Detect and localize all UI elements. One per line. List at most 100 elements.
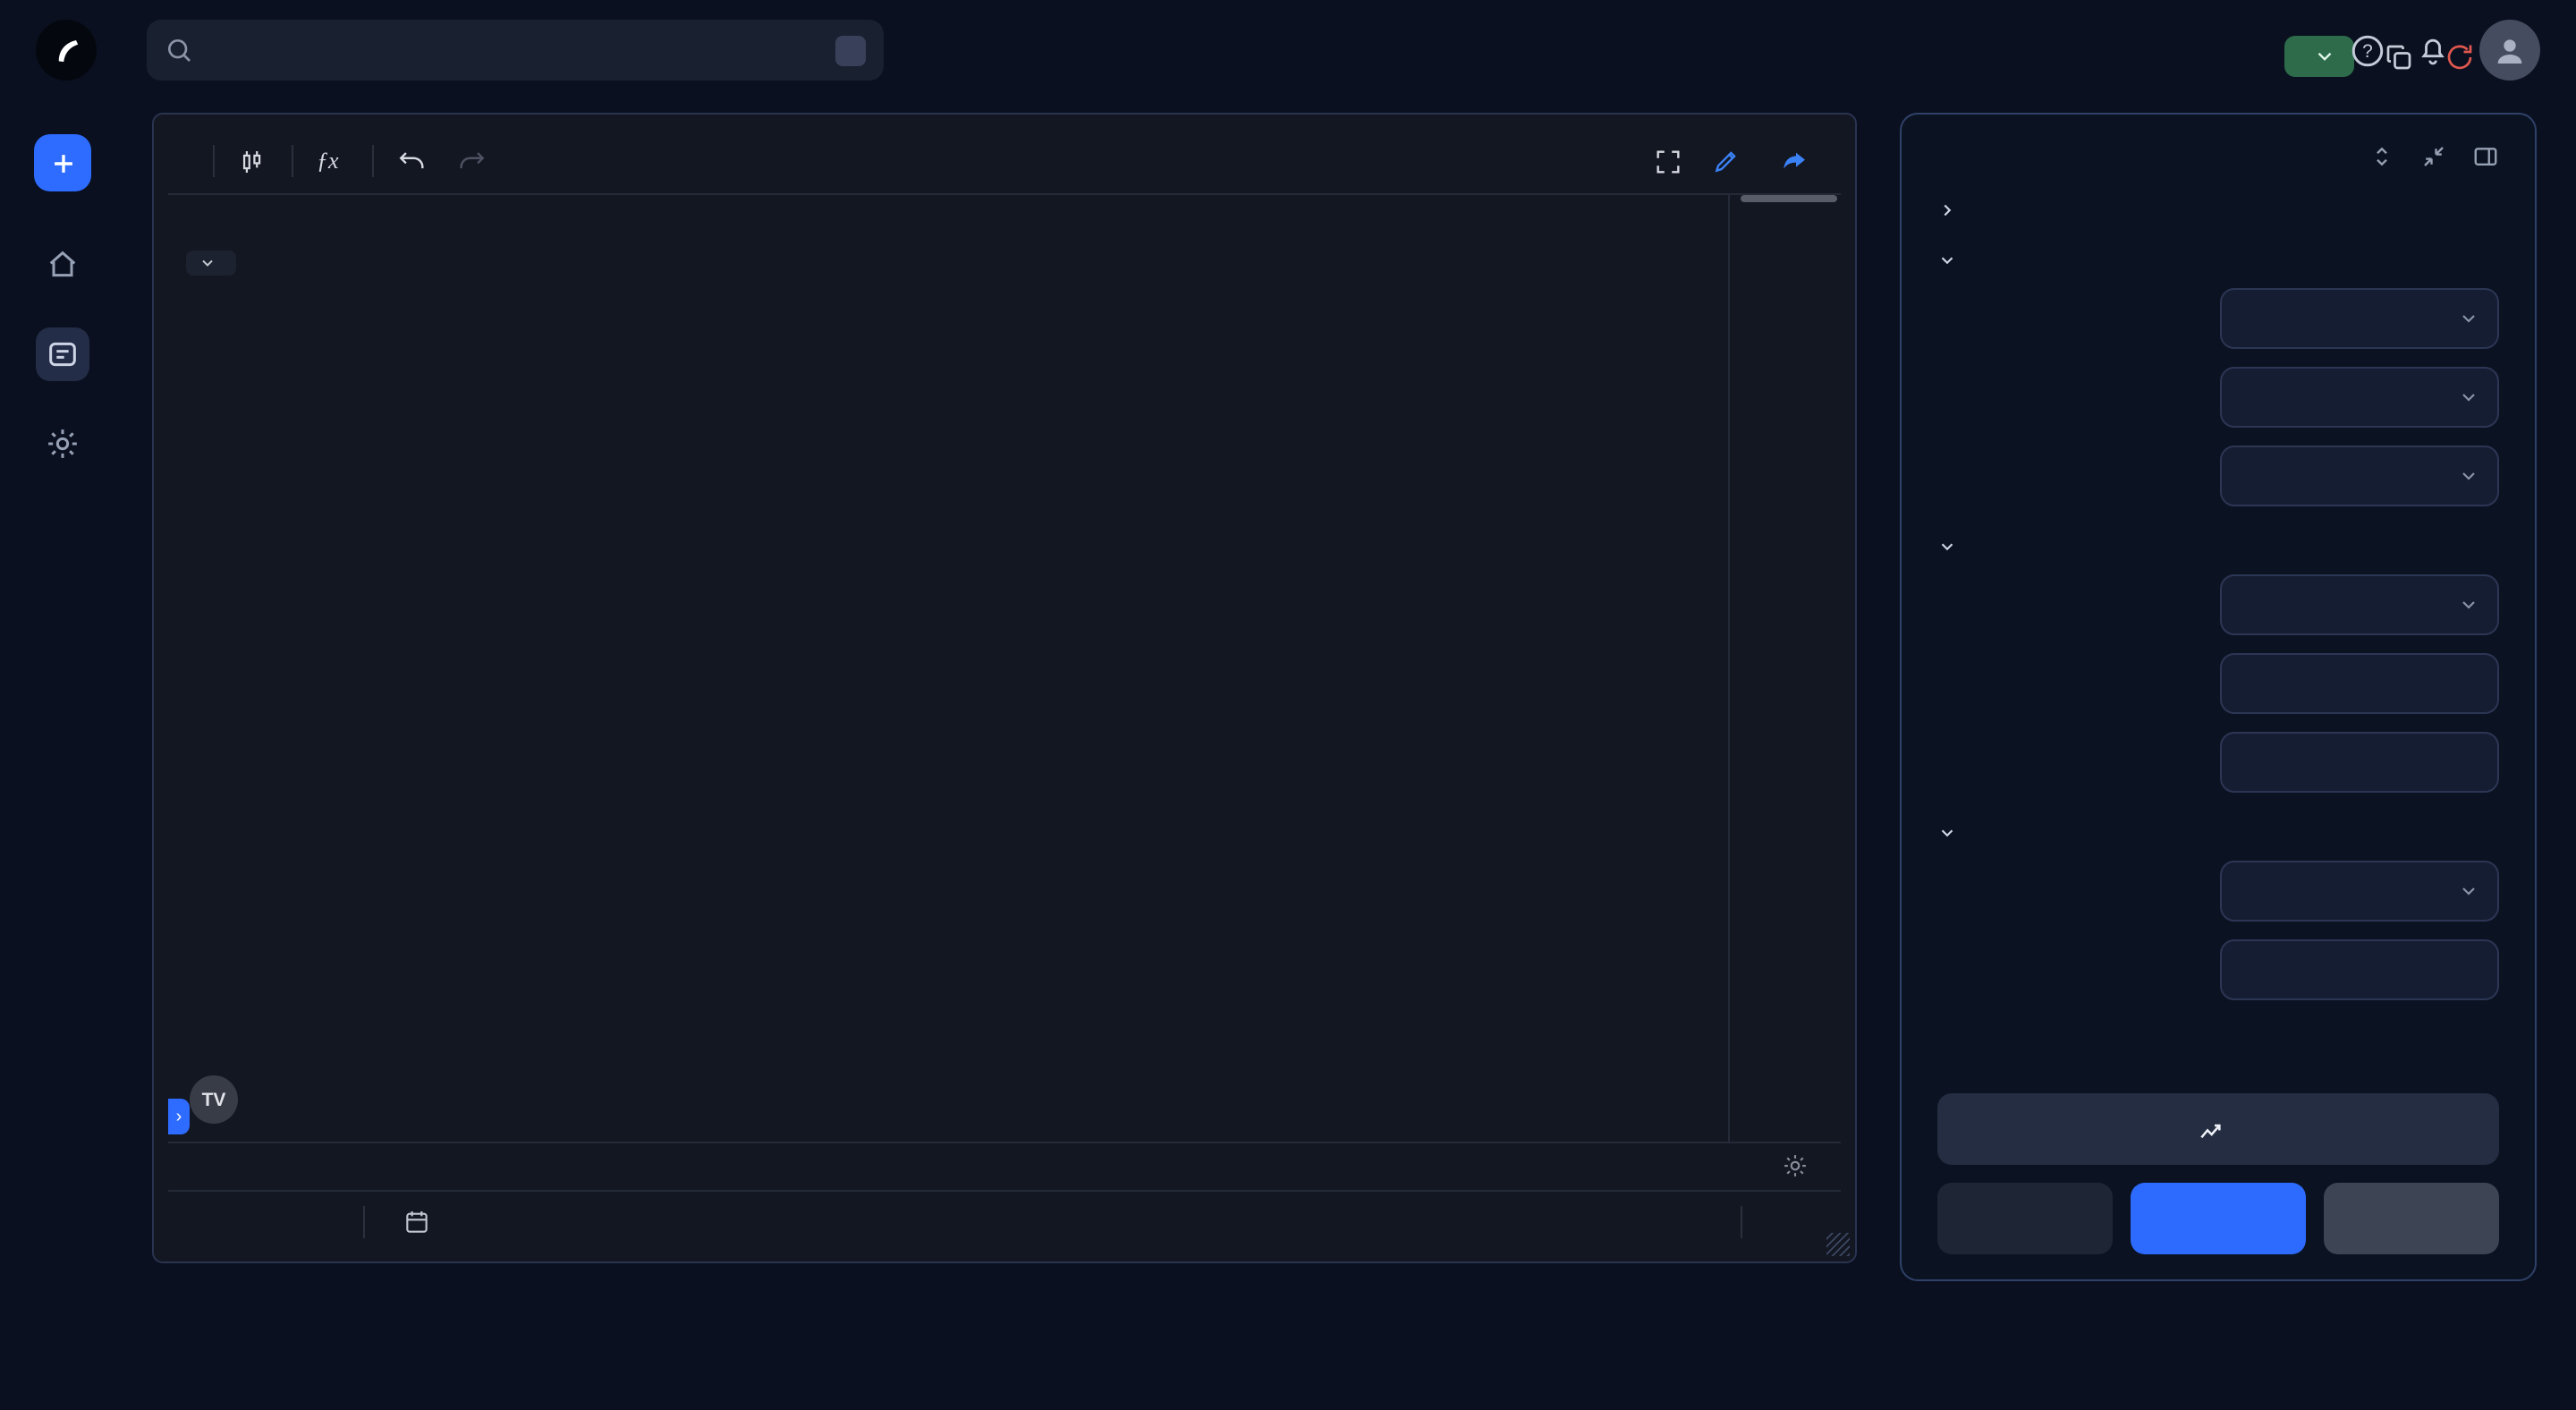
undo-icon bbox=[400, 151, 425, 168]
candles-icon bbox=[242, 149, 261, 173]
chevron-right-icon bbox=[1944, 204, 1952, 217]
svg-text:?: ? bbox=[2362, 40, 2373, 61]
undo-button[interactable] bbox=[384, 139, 443, 183]
chart-main: › TV bbox=[168, 195, 1841, 1143]
status-badge[interactable] bbox=[2284, 36, 2354, 77]
user-icon bbox=[2497, 39, 2522, 64]
search-shortcut-badge bbox=[835, 35, 866, 65]
chevron-down-icon bbox=[1941, 543, 1953, 551]
field-fair-value-lookback bbox=[1937, 653, 2499, 714]
restart-bot-button[interactable] bbox=[2444, 40, 2476, 72]
pane-toggle[interactable]: › bbox=[168, 1099, 190, 1134]
chevron-down-icon bbox=[2458, 308, 2479, 329]
ask-order-type-select[interactable] bbox=[2220, 367, 2499, 428]
help-button[interactable]: ? bbox=[2349, 31, 2386, 69]
fullscreen-button[interactable] bbox=[1639, 139, 1698, 183]
chart-card: ƒx bbox=[152, 113, 1857, 1263]
indicators-button[interactable]: ƒx bbox=[302, 140, 364, 183]
collapse-panel-button[interactable] bbox=[2420, 143, 2447, 170]
refresh-icon bbox=[2447, 44, 2472, 69]
field-atr-lookback bbox=[1937, 732, 2499, 793]
field-indicator-timeframe bbox=[1937, 861, 2499, 922]
chart-plot[interactable] bbox=[168, 195, 1730, 1142]
cancel-button[interactable] bbox=[1937, 1183, 2113, 1254]
section-general-settings bbox=[1937, 200, 2499, 220]
price-axis[interactable] bbox=[1728, 195, 1841, 1142]
bottombar-divider bbox=[1741, 1206, 1742, 1238]
fair-value-lookback-input[interactable] bbox=[2220, 653, 2499, 714]
section-header-main[interactable] bbox=[1937, 823, 2499, 843]
chevron-down-icon bbox=[202, 259, 213, 267]
field-ladder-scaling-type bbox=[1937, 446, 2499, 506]
section-header-order-types[interactable] bbox=[1937, 251, 2499, 270]
notifications-button[interactable] bbox=[2415, 32, 2451, 68]
field-number-of-orders bbox=[1937, 939, 2499, 1000]
fx-icon: ƒx bbox=[317, 147, 339, 174]
customize-button[interactable] bbox=[1698, 140, 1766, 183]
go-to-date-button[interactable] bbox=[402, 1208, 431, 1236]
apply-button[interactable] bbox=[2131, 1183, 2306, 1254]
app-logo-icon bbox=[58, 40, 79, 63]
chart-bottombar bbox=[168, 1192, 1841, 1253]
copy-icon bbox=[2386, 44, 2411, 69]
chevron-down-icon bbox=[1941, 829, 1953, 837]
toolbar-divider bbox=[372, 145, 375, 177]
bots-list-icon bbox=[49, 342, 76, 367]
settings-gear-icon bbox=[48, 429, 77, 458]
topbar: ? bbox=[0, 0, 2576, 100]
simulate-settings-button[interactable] bbox=[1937, 1093, 2499, 1165]
chevron-down-icon bbox=[1941, 257, 1953, 265]
share-icon bbox=[1784, 152, 1805, 169]
section-fair-value bbox=[1937, 537, 2499, 793]
section-header-fair-value[interactable] bbox=[1937, 537, 2499, 556]
bottombar-divider bbox=[363, 1206, 365, 1238]
section-order-types bbox=[1937, 251, 2499, 506]
axis-settings-gear-icon[interactable] bbox=[1782, 1152, 1809, 1185]
field-ask-order-type bbox=[1937, 367, 2499, 428]
help-icon: ? bbox=[2351, 34, 2384, 66]
create-bot-button[interactable] bbox=[34, 134, 91, 191]
time-axis[interactable] bbox=[168, 1143, 1841, 1192]
atr-lookback-input[interactable] bbox=[2220, 732, 2499, 793]
edit-button[interactable] bbox=[2324, 1183, 2499, 1254]
redo-icon bbox=[461, 151, 486, 168]
interval-button[interactable] bbox=[175, 154, 204, 168]
dock-panel-button[interactable] bbox=[2472, 143, 2499, 170]
search-input[interactable] bbox=[208, 35, 821, 65]
number-of-orders-input[interactable] bbox=[2220, 939, 2499, 1000]
search-icon bbox=[168, 39, 191, 62]
chevron-down-icon bbox=[2458, 594, 2479, 616]
unfold-sections-button[interactable] bbox=[2368, 143, 2395, 170]
indicator-group-toggle[interactable] bbox=[186, 251, 236, 276]
chevron-down-icon bbox=[2318, 52, 2332, 61]
toolbar-divider bbox=[213, 145, 215, 177]
bid-order-type-select[interactable] bbox=[2220, 288, 2499, 349]
chevron-down-icon bbox=[2458, 386, 2479, 408]
calendar-icon bbox=[406, 1211, 428, 1233]
indicator-timeframe-select[interactable] bbox=[2220, 861, 2499, 922]
sidebar-item-home[interactable] bbox=[36, 238, 89, 292]
sidebar-item-bots[interactable] bbox=[36, 327, 89, 381]
app-logo[interactable] bbox=[36, 20, 97, 81]
tradingview-logo[interactable]: TV bbox=[190, 1075, 238, 1124]
chart-style-button[interactable] bbox=[224, 139, 283, 183]
section-main-settings bbox=[1937, 823, 2499, 1000]
calculation-method-select[interactable] bbox=[2220, 574, 2499, 635]
section-header-general[interactable] bbox=[1937, 200, 2499, 220]
redo-button[interactable] bbox=[443, 139, 502, 183]
chart-line-icon bbox=[2199, 1124, 2220, 1139]
share-button[interactable] bbox=[1766, 140, 1834, 183]
avatar[interactable] bbox=[2479, 20, 2540, 81]
bell-icon bbox=[2421, 38, 2445, 65]
sidebar-item-settings[interactable] bbox=[36, 417, 89, 471]
bot-settings-panel bbox=[1900, 113, 2537, 1281]
chevron-down-icon bbox=[2458, 880, 2479, 902]
search-box bbox=[147, 20, 884, 81]
card-resize-handle[interactable] bbox=[1826, 1233, 1850, 1256]
copy-bot-button[interactable] bbox=[2383, 40, 2415, 72]
ladder-scaling-type-select[interactable] bbox=[2220, 446, 2499, 506]
field-calculation-method bbox=[1937, 574, 2499, 635]
plus-icon bbox=[54, 154, 72, 172]
unfold-icon bbox=[2377, 147, 2387, 166]
chevron-down-icon bbox=[2458, 465, 2479, 487]
